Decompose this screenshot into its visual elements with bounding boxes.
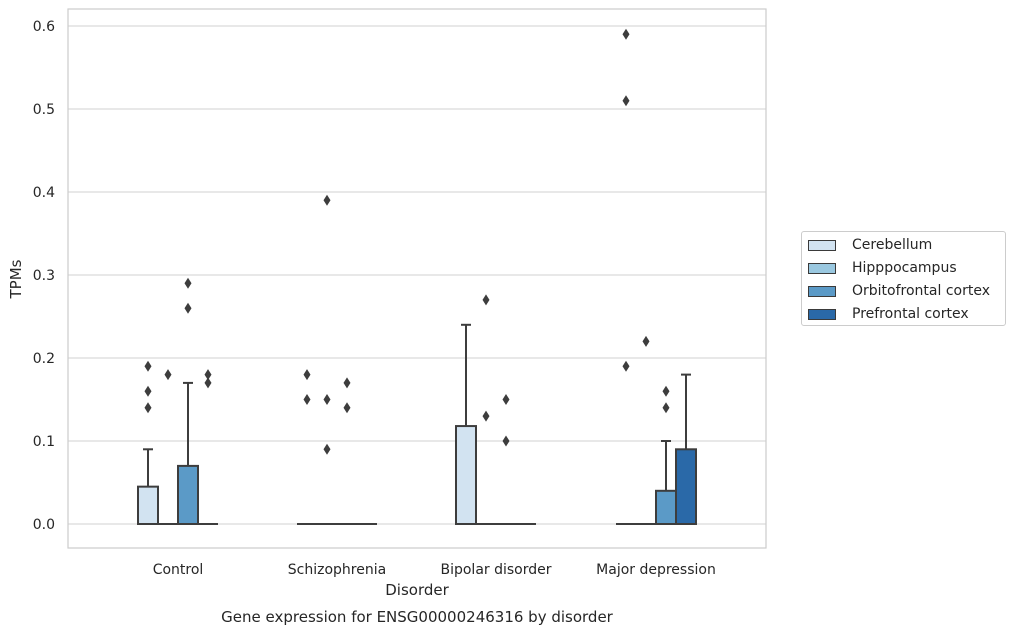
outlier-point <box>343 402 351 414</box>
box-0-0 <box>137 360 159 525</box>
outlier-point <box>184 302 192 314</box>
outlier-point <box>303 369 311 381</box>
outlier-point <box>622 360 630 372</box>
outlier-point <box>502 435 510 447</box>
box-1-3 <box>636 335 656 525</box>
outlier-point <box>502 394 510 405</box>
legend-item: Hipppocampus <box>808 259 957 277</box>
outlier-point <box>482 410 490 422</box>
outlier-point <box>662 385 670 397</box>
outlier-point <box>622 95 630 107</box>
legend-label: Cerebellum <box>852 237 933 253</box>
outlier-point <box>482 294 490 306</box>
box-1-0 <box>158 369 178 525</box>
box-2-3 <box>655 385 677 525</box>
legend-swatch <box>808 239 836 251</box>
box-2-2 <box>496 394 516 525</box>
x-tick-label: Control <box>153 562 204 578</box>
outlier-point <box>323 394 331 405</box>
x-axis-ticks: Control Schizophrenia Bipolar disorder Majo… <box>153 562 716 578</box>
y-tick-label: 0.5 <box>33 102 55 118</box>
outlier-point <box>323 194 331 206</box>
outlier-point <box>662 402 670 414</box>
outlier-point <box>144 385 152 397</box>
box-iqr <box>675 448 697 525</box>
outlier-point <box>303 394 311 405</box>
box-3-3 <box>675 373 697 525</box>
outlier-point <box>144 360 152 372</box>
outlier-point <box>204 369 212 381</box>
box-iqr <box>137 485 159 525</box>
legend-item: Cerebellum <box>808 236 932 254</box>
box-3-0 <box>198 369 218 525</box>
outlier-point <box>343 377 351 389</box>
y-tick-label: 0.0 <box>33 517 55 533</box>
outlier-point <box>622 28 630 40</box>
legend-swatch <box>808 285 836 297</box>
legend-swatch <box>808 308 836 320</box>
y-axis-ticks: 0.0 0.1 0.2 0.3 0.4 0.5 0.6 <box>33 19 55 533</box>
outlier-point <box>323 443 331 455</box>
grid-lines <box>68 25 766 525</box>
legend-label: Hipppocampus <box>852 260 957 276</box>
box-2-1 <box>337 377 357 525</box>
legend-swatch <box>808 262 836 274</box>
outlier-point <box>642 335 650 347</box>
y-tick-label: 0.4 <box>33 185 55 201</box>
outlier-point <box>164 369 172 381</box>
x-tick-label: Bipolar disorder <box>440 562 551 578</box>
chart-caption: Gene expression for ENSG00000246316 by d… <box>221 608 614 626</box>
legend-item: Prefrontal cortex <box>808 305 969 323</box>
x-tick-label: Major depression <box>596 562 716 578</box>
y-tick-label: 0.3 <box>33 268 55 284</box>
legend-item: Orbitofrontal cortex <box>808 282 990 300</box>
outlier-point <box>144 402 152 414</box>
legend-label: Orbitofrontal cortex <box>852 283 990 299</box>
box-iqr <box>655 489 677 525</box>
box-0-1 <box>297 369 317 525</box>
outlier-point <box>204 377 212 389</box>
box-iqr <box>455 425 477 525</box>
outlier-point <box>184 277 192 289</box>
box-1-1 <box>317 194 337 525</box>
box-0-2 <box>455 323 477 525</box>
y-tick-label: 0.2 <box>33 351 55 367</box>
y-tick-label: 0.1 <box>33 434 55 450</box>
box-2-0 <box>177 277 199 525</box>
box-1-2 <box>476 294 496 525</box>
y-axis-label: TPMs <box>7 259 25 299</box>
box-plot-marks <box>137 28 697 525</box>
x-axis-label: Disorder <box>385 581 449 599</box>
plot-frame <box>67 8 767 549</box>
x-tick-label: Schizophrenia <box>288 562 386 578</box>
box-iqr <box>177 464 199 525</box>
y-tick-label: 0.6 <box>33 19 55 35</box>
chart-legend: Cerebellum Hipppocampus Orbitofrontal cort… <box>801 231 1006 326</box>
legend-label: Prefrontal cortex <box>852 306 969 322</box>
box-0-3 <box>616 28 636 525</box>
